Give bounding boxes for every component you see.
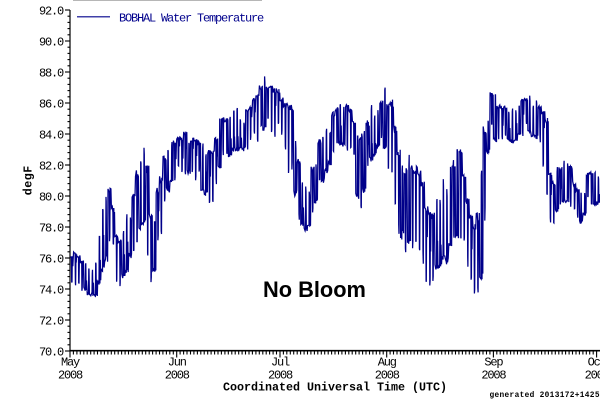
svg-text:2008: 2008 [268, 369, 293, 383]
svg-text:No Bloom: No Bloom [263, 277, 366, 302]
svg-text:2008: 2008 [375, 369, 400, 383]
svg-text:generated 2013172+1425: generated 2013172+1425 [490, 392, 600, 400]
svg-text:86.0: 86.0 [39, 98, 64, 112]
svg-text:70.0: 70.0 [39, 346, 64, 360]
svg-text:2008: 2008 [165, 369, 190, 383]
svg-text:2008: 2008 [481, 369, 506, 383]
svg-text:2008: 2008 [58, 369, 83, 383]
svg-text:82.0: 82.0 [39, 160, 64, 174]
svg-text:May: May [61, 356, 80, 370]
svg-text:90.0: 90.0 [39, 36, 64, 50]
svg-text:Jul: Jul [271, 356, 290, 370]
svg-text:80.0: 80.0 [39, 191, 64, 205]
svg-text:Coordinated Universal Time (UT: Coordinated Universal Time (UTC) [223, 381, 447, 395]
svg-text:Oct: Oct [588, 356, 600, 370]
svg-text:2008: 2008 [585, 369, 600, 383]
svg-text:88.0: 88.0 [39, 67, 64, 81]
svg-text:92.0: 92.0 [39, 5, 64, 19]
svg-text:degF: degF [22, 166, 36, 196]
svg-text:78.0: 78.0 [39, 222, 64, 236]
svg-text:76.0: 76.0 [39, 253, 64, 267]
svg-text:Aug: Aug [378, 356, 397, 370]
svg-text:74.0: 74.0 [39, 284, 64, 298]
svg-text:72.0: 72.0 [39, 315, 64, 329]
svg-text:Jun: Jun [168, 356, 187, 370]
svg-text:84.0: 84.0 [39, 129, 64, 143]
svg-text:BOBHAL Water Temperature: BOBHAL Water Temperature [119, 12, 264, 26]
svg-text:Sep: Sep [484, 356, 503, 370]
